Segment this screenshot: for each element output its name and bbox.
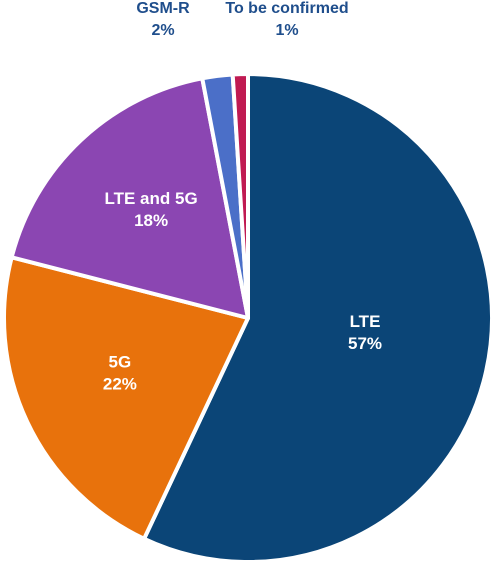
slice-value-5g: 22%: [103, 374, 137, 393]
pie-slice-to-be-confirmed: [230, 71, 250, 320]
slice-label-to-be-confirmed: To be confirmed 1%: [225, 0, 348, 39]
pie-slices: [2, 71, 494, 564]
slice-value-gsm-r: 2%: [151, 22, 174, 39]
slice-value-to-be-confirmed: 1%: [275, 22, 298, 39]
slice-label-lte: LTE 57%: [348, 312, 382, 353]
slice-name-5g: 5G: [109, 352, 132, 371]
slice-name-lte-and-5g: LTE and 5G: [104, 189, 197, 208]
slice-label-gsm-r: GSM-R 2%: [136, 0, 190, 39]
slice-label-lte-and-5g: LTE and 5G 18%: [104, 189, 197, 230]
pie-slice-lte: [142, 72, 494, 564]
slice-name-lte: LTE: [350, 312, 381, 331]
slice-value-lte: 57%: [348, 334, 382, 353]
slice-name-to-be-confirmed: To be confirmed: [225, 0, 348, 17]
pie-slice-lte-and-5g: [9, 76, 250, 320]
slice-value-lte-and-5g: 18%: [134, 211, 168, 230]
pie-slice-5g: [2, 255, 250, 541]
pie-labels: LTE 57%5G 22%LTE and 5G 18%GSM-R 2%To be con…: [103, 0, 382, 393]
slice-label-5g: 5G 22%: [103, 352, 137, 393]
slice-name-gsm-r: GSM-R: [136, 0, 190, 17]
